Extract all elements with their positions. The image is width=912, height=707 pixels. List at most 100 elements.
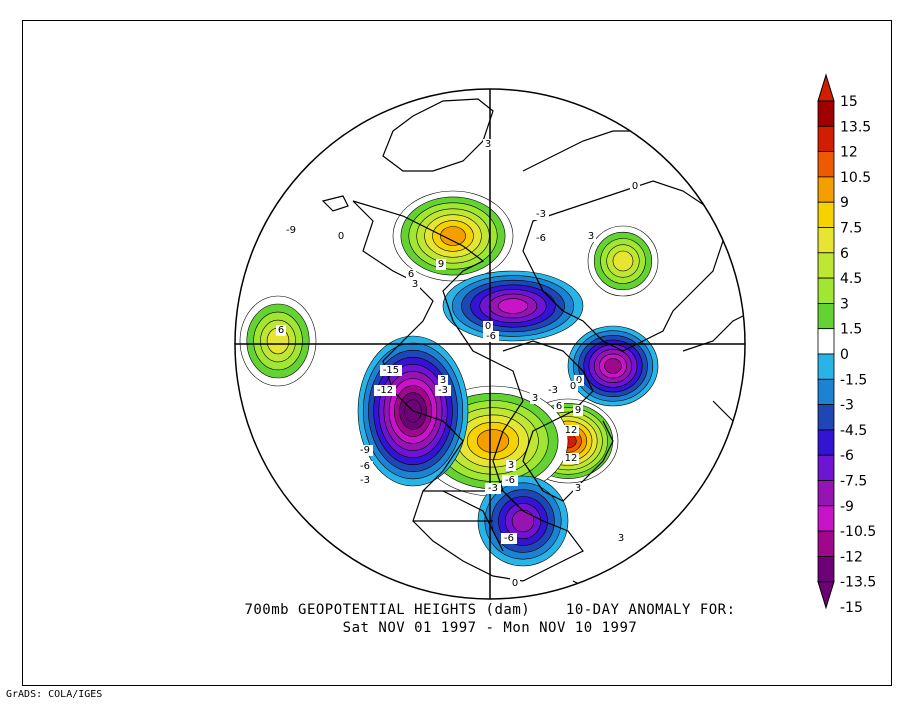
legend-swatch	[817, 454, 835, 481]
contour-label: -6	[505, 475, 515, 486]
contour-label: 0	[570, 381, 576, 392]
contour-label: 0	[512, 578, 518, 589]
map-boundary	[234, 88, 746, 600]
contour-label-bg	[336, 231, 346, 242]
contour-label-bg	[483, 139, 493, 150]
legend-swatch	[817, 328, 835, 355]
title-line-1: 700mb GEOPOTENTIAL HEIGHTS (dam) 10-DAY …	[244, 602, 736, 618]
contour-label: 0	[338, 231, 344, 242]
legend-swatch	[817, 556, 835, 583]
legend-tick-label: 1.5	[840, 322, 862, 338]
legend-swatch	[817, 100, 835, 127]
contour-label-bg	[483, 331, 499, 342]
contour-label-bg	[410, 279, 420, 290]
contour-label-bg	[276, 325, 286, 336]
contour-label-bg	[510, 578, 520, 589]
contour-label: -6	[536, 233, 546, 244]
contour-label-bg	[616, 533, 626, 544]
legend-tick-label: -6	[840, 448, 854, 464]
contour-label: 3	[618, 533, 624, 544]
contour-label: 12	[565, 453, 578, 464]
legend-swatch	[817, 227, 835, 254]
legend-tick-label: 6	[840, 246, 849, 262]
contour-label-bg	[380, 365, 402, 376]
legend-swatch	[817, 404, 835, 431]
legend-swatch	[817, 353, 835, 380]
contour-label-bg	[506, 460, 516, 471]
contour-label: 9	[575, 405, 581, 416]
contour-label-bg	[568, 381, 578, 392]
legend-tick-label: -7.5	[840, 474, 867, 490]
contour-labels: 3960-3-6-9303-3-6-15-12-9-6-36123-6003-3…	[276, 139, 640, 589]
contour-label-bg	[563, 453, 579, 464]
contour-label: -6	[504, 533, 514, 544]
contour-label: -6	[486, 331, 496, 342]
credit-text: GrADS: COLA/IGES	[6, 689, 103, 700]
contour-label: -6	[360, 461, 370, 472]
legend-swatch	[817, 277, 835, 304]
legend-swatch	[817, 125, 835, 153]
contour-label: 3	[532, 393, 538, 404]
legend-tick-label: -12	[840, 549, 863, 565]
legend-tick-label: -13.5	[840, 575, 876, 591]
contour-label-bg	[573, 483, 583, 494]
contour-label-bg	[485, 483, 501, 494]
contour-label-bg	[574, 375, 584, 386]
contour-label-bg	[436, 259, 446, 270]
anomaly-contour-arctic	[497, 298, 528, 314]
anomaly-contour-central-asia	[604, 358, 622, 374]
plot-frame: 3 9 6 0 -3 -6 -9 3 0 3 -3 -6 -15 -12 -9 -6 -3 6 12 3 -6 0 0 3 -3…	[22, 20, 892, 686]
contour-label: 3	[575, 483, 581, 494]
contour-label-bg	[283, 225, 299, 236]
legend-top-arrow	[817, 73, 835, 102]
legend-bottom-arrow	[817, 581, 835, 610]
anomaly-contour-europe	[612, 250, 634, 272]
contour-label-bg	[483, 321, 493, 332]
legend-swatch	[817, 530, 835, 557]
legend-swatch	[817, 252, 835, 279]
contour-label-bg	[357, 461, 373, 472]
contour-label: 3	[440, 375, 446, 386]
contour-label: 3	[588, 231, 594, 242]
contour-label-bg	[545, 385, 561, 396]
contour-label: -9	[286, 225, 296, 236]
anomaly-contour-alaska-canada	[476, 429, 510, 453]
contour-label: -3	[360, 475, 370, 486]
contour-label-bg	[435, 385, 451, 396]
contour-label: 3	[485, 139, 491, 150]
legend-tick-label: 0	[840, 347, 849, 363]
contour-label: -3	[488, 483, 498, 494]
contour-label-bg	[374, 385, 396, 396]
contour-label: 3	[412, 279, 418, 290]
contour-label-bg	[357, 475, 373, 486]
anomaly-contour-east-asia	[511, 509, 535, 533]
contour-label: 9	[438, 259, 444, 270]
anomaly-contour-greenland	[440, 226, 466, 246]
legend-tick-label: -15	[840, 600, 863, 616]
contour-label: -3	[438, 385, 448, 396]
contour-label: -15	[383, 365, 399, 376]
title-line-2: Sat NOV 01 1997 - Mon NOV 10 1997	[342, 620, 638, 636]
legend-tick-label: -3	[840, 398, 854, 414]
legend-tick-label: 4.5	[840, 271, 862, 287]
legend-tick-label: -10.5	[840, 524, 876, 540]
contour-label: -12	[377, 385, 393, 396]
contour-label-bg	[563, 425, 579, 436]
contour-label: 3	[508, 460, 514, 471]
contour-label-bg	[630, 181, 640, 192]
contour-label-bg	[438, 375, 448, 386]
legend-swatch	[817, 176, 835, 203]
contour-label: 12	[565, 425, 578, 436]
contour-label: 0	[576, 375, 582, 386]
contour-label-bg	[533, 233, 549, 244]
legend-swatch	[817, 378, 835, 405]
legend-tick-label: -4.5	[840, 423, 867, 439]
legend-tick-label: -1.5	[840, 372, 867, 388]
polar-map: 3960-3-6-9303-3-6-15-12-9-6-36123-6003-3…	[234, 73, 876, 616]
contour-label: -3	[548, 385, 558, 396]
contour-label: 0	[485, 321, 491, 332]
legend-swatch	[817, 480, 835, 507]
contour-label-bg	[554, 401, 564, 412]
contour-label-bg	[502, 475, 518, 486]
contour-label: 6	[556, 401, 562, 412]
